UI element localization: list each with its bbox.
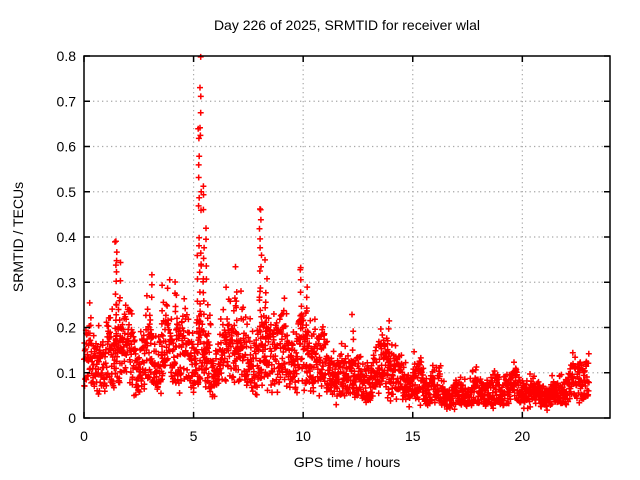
y-tick-label: 0.4 xyxy=(57,229,77,245)
y-axis-label: SRMTID / TECUs xyxy=(10,182,26,292)
axes xyxy=(83,55,611,419)
x-tick-label: 15 xyxy=(405,428,421,444)
y-tick-label: 0.7 xyxy=(57,93,77,109)
labels: Day 226 of 2025, SRMTID for receiver wla… xyxy=(10,17,530,470)
x-axis-label: GPS time / hours xyxy=(294,454,401,470)
x-tick-label: 20 xyxy=(515,428,531,444)
y-tick-label: 0.5 xyxy=(57,184,77,200)
y-tick-label: 0.2 xyxy=(57,320,77,336)
scatter-points xyxy=(81,53,592,414)
x-tick-label: 0 xyxy=(80,428,88,444)
x-tick-label: 5 xyxy=(190,428,198,444)
chart-title: Day 226 of 2025, SRMTID for receiver wla… xyxy=(214,17,480,33)
y-tick-label: 0.6 xyxy=(57,139,77,155)
grid-lines xyxy=(84,56,610,418)
y-tick-label: 0.8 xyxy=(57,48,77,64)
scatter-layer xyxy=(81,53,592,414)
y-tick-label: 0 xyxy=(68,410,76,426)
y-tick-label: 0.3 xyxy=(57,274,77,290)
y-tick-label: 0.1 xyxy=(57,365,77,381)
x-tick-label: 10 xyxy=(295,428,311,444)
